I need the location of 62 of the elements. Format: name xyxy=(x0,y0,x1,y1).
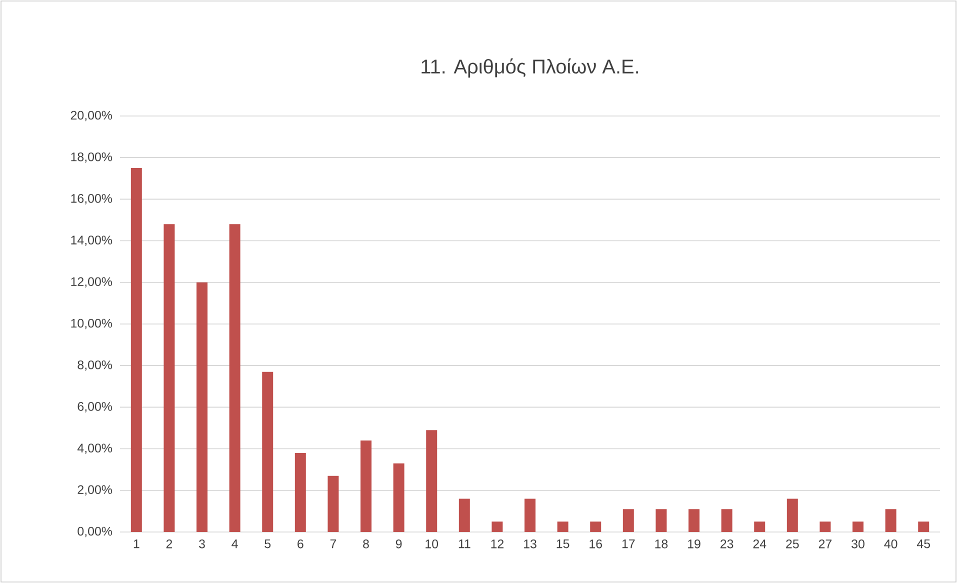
bar xyxy=(294,452,306,532)
y-tick-label: 4,00% xyxy=(77,444,112,454)
bar xyxy=(918,522,930,532)
x-tick-label: 12 xyxy=(491,540,504,548)
bar xyxy=(885,509,896,532)
y-tick-label: 18,00% xyxy=(71,152,112,163)
x-tick-label: 40 xyxy=(884,540,898,548)
y-tick-label: 10,00% xyxy=(71,318,112,330)
y-tick-label: 16,00% xyxy=(71,194,112,204)
y-tick-label: 14,00% xyxy=(71,236,112,246)
x-tick-label: 3 xyxy=(199,540,205,548)
bar xyxy=(196,282,208,532)
bar xyxy=(492,522,503,532)
x-tick-label: 23 xyxy=(720,540,734,548)
x-tick-label: 18 xyxy=(655,540,668,548)
bar xyxy=(721,509,732,532)
y-tick-label: 12,00% xyxy=(71,277,112,288)
x-tick-label: 6 xyxy=(298,540,304,548)
bar xyxy=(524,498,536,532)
bar xyxy=(754,522,766,532)
bar xyxy=(262,372,274,532)
bar xyxy=(130,168,142,532)
bar xyxy=(426,430,438,532)
x-tick-label: 15 xyxy=(556,540,570,548)
x-tick-label: 8 xyxy=(363,540,369,548)
x-tick-label: 7 xyxy=(330,540,336,548)
x-tick-label: 4 xyxy=(232,540,238,548)
x-tick-label: 27 xyxy=(818,540,832,548)
bar xyxy=(820,522,831,532)
x-tick-label: 13 xyxy=(524,540,536,548)
x-tick-label: 24 xyxy=(753,540,766,548)
x-tick-label: 30 xyxy=(852,540,864,548)
x-tick-label: 9 xyxy=(396,540,402,548)
bar xyxy=(164,224,175,532)
bar xyxy=(393,463,404,532)
bar xyxy=(656,509,667,532)
bar xyxy=(622,509,634,532)
bar xyxy=(229,224,240,532)
x-tick-label: 25 xyxy=(786,540,799,548)
x-tick-label: 17 xyxy=(622,540,635,548)
bar xyxy=(688,509,700,532)
bar xyxy=(852,522,864,532)
x-tick-label: 5 xyxy=(264,540,271,548)
bar xyxy=(360,440,372,532)
bar xyxy=(557,522,568,532)
x-tick-label: 10 xyxy=(426,540,438,548)
y-tick-label: 0,00% xyxy=(78,526,112,538)
chart-title: 11. Αριθμός Πλοίων Α.Ε. xyxy=(422,58,638,78)
bar xyxy=(590,522,602,532)
x-tick-label: 2 xyxy=(166,540,172,548)
x-tick-label: 16 xyxy=(590,540,602,548)
y-tick-label: 6,00% xyxy=(78,402,112,412)
y-tick-label: 2,00% xyxy=(78,485,112,496)
y-tick-label: 8,00% xyxy=(78,360,112,371)
x-tick-label: 11 xyxy=(458,540,470,548)
bar xyxy=(458,498,470,532)
x-tick-label: 45 xyxy=(916,540,930,548)
x-tick-label: 1 xyxy=(134,540,140,548)
bar xyxy=(786,498,798,532)
bar xyxy=(328,476,339,532)
x-tick-label: 19 xyxy=(688,540,700,548)
y-tick-label: 20,00% xyxy=(70,110,112,122)
